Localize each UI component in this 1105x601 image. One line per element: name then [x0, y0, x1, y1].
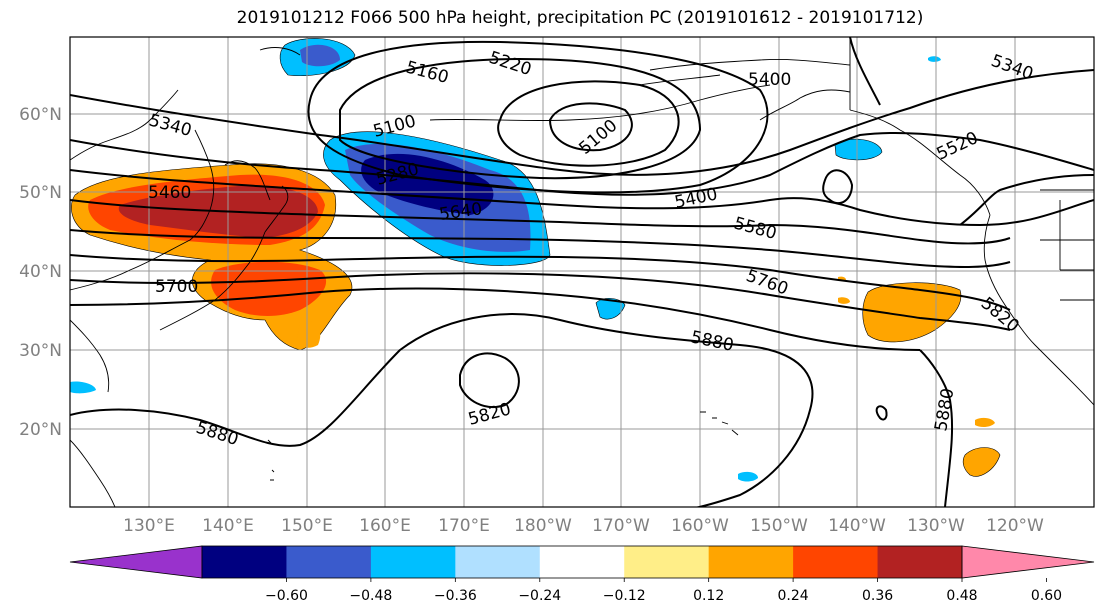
colorbar-tick-label: 0.48: [946, 588, 977, 601]
contour-label: 5460: [148, 183, 191, 203]
colorbar-extend-low: [69, 545, 203, 579]
colorbar-segment: [708, 546, 794, 578]
lon-label: 180°W: [514, 516, 572, 536]
colorbar-tick-label: 0.12: [693, 588, 724, 601]
colorbar-tick-label: −0.24: [518, 588, 561, 601]
latitude-labels: 60°N 50°N 40°N 30°N 20°N: [19, 105, 62, 440]
lon-label: 140°W: [828, 516, 886, 536]
colorbar-outline: [201, 545, 963, 579]
colorbar-segment: [793, 546, 879, 578]
colorbar-tick-label: −0.48: [349, 588, 392, 601]
lon-label: 120°W: [986, 516, 1044, 536]
lon-label: 160°W: [671, 516, 729, 536]
longitude-labels: 130°E 140°E 150°E 160°E 170°E 180°W 170°…: [123, 516, 1044, 536]
lat-label: 20°N: [19, 420, 62, 440]
colorbar-tick-label: −0.36: [434, 588, 477, 601]
map-title: 2019101212 F066 500 hPa height, precipit…: [236, 8, 924, 28]
colorbar-tick-label: −0.60: [265, 588, 308, 601]
colorbar-tick-label: 0.24: [778, 588, 809, 601]
lon-label: 140°E: [202, 516, 254, 536]
map-border: [69, 36, 1095, 508]
contour-label: 5400: [748, 70, 791, 90]
colorbar: −0.60 −0.48 −0.36 −0.24 −0.12 0.12 0.24 0.36 0.4…: [69, 545, 1095, 601]
colorbar-segment: [286, 546, 372, 578]
colorbar-segment: [877, 546, 963, 578]
contour-label: 5700: [155, 277, 198, 297]
colorbar-extend-high: [961, 545, 1095, 579]
lat-label: 60°N: [19, 105, 62, 125]
lon-label: 130°E: [123, 516, 175, 536]
lat-label: 40°N: [19, 262, 62, 282]
lon-label: 150°W: [750, 516, 808, 536]
lat-label: 30°N: [19, 341, 62, 361]
lon-label: 150°E: [281, 516, 333, 536]
lon-label: 170°E: [438, 516, 490, 536]
colorbar-tick-label: −0.12: [603, 588, 646, 601]
colorbar-segment: [370, 546, 456, 578]
colorbar-segment: [455, 546, 541, 578]
colorbar-tick-label: 0.36: [862, 588, 893, 601]
lon-label: 170°W: [592, 516, 650, 536]
coastlines: [70, 37, 1094, 507]
lon-label: 130°W: [907, 516, 965, 536]
lat-label: 50°N: [19, 183, 62, 203]
colorbar-segment: [539, 546, 625, 578]
height-contours: [70, 37, 1094, 507]
colorbar-segment: [202, 546, 287, 578]
lon-label: 160°E: [359, 516, 411, 536]
colorbar-tick-label: 0.60: [1031, 588, 1062, 601]
colorbar-segment: [624, 546, 710, 578]
